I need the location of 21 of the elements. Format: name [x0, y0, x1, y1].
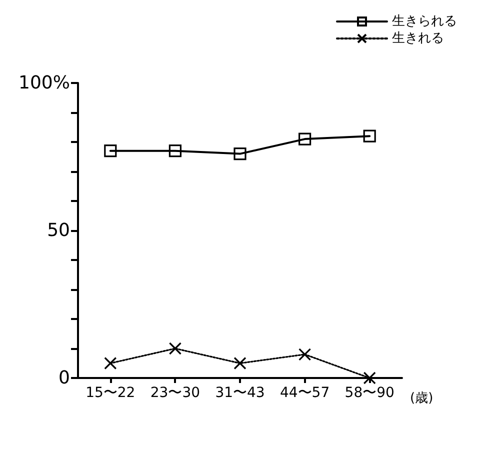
- point: [104, 144, 117, 158]
- point: [234, 356, 246, 370]
- x-axis-title: (歳): [410, 391, 434, 406]
- point: [298, 348, 312, 361]
- x-tick-label: 58〜90: [344, 385, 394, 401]
- point: [168, 342, 182, 355]
- x-tick-label: 23〜30: [150, 385, 200, 401]
- y-tick-label: 100%: [18, 72, 70, 94]
- point: [104, 356, 117, 370]
- x-tick-label: 31〜43: [215, 385, 265, 401]
- legend-label: 生きられる: [392, 14, 457, 29]
- point: [168, 144, 182, 158]
- x-tick-label: 15〜22: [86, 385, 136, 401]
- y-tick-label: 0: [58, 368, 70, 388]
- point: [234, 148, 246, 160]
- point: [363, 372, 376, 384]
- legend-label: 生きれる: [392, 31, 444, 46]
- y-tick-label: 50: [47, 220, 70, 241]
- x-tick-label: 44〜57: [280, 385, 330, 401]
- point: [363, 130, 376, 142]
- point: [298, 132, 312, 146]
